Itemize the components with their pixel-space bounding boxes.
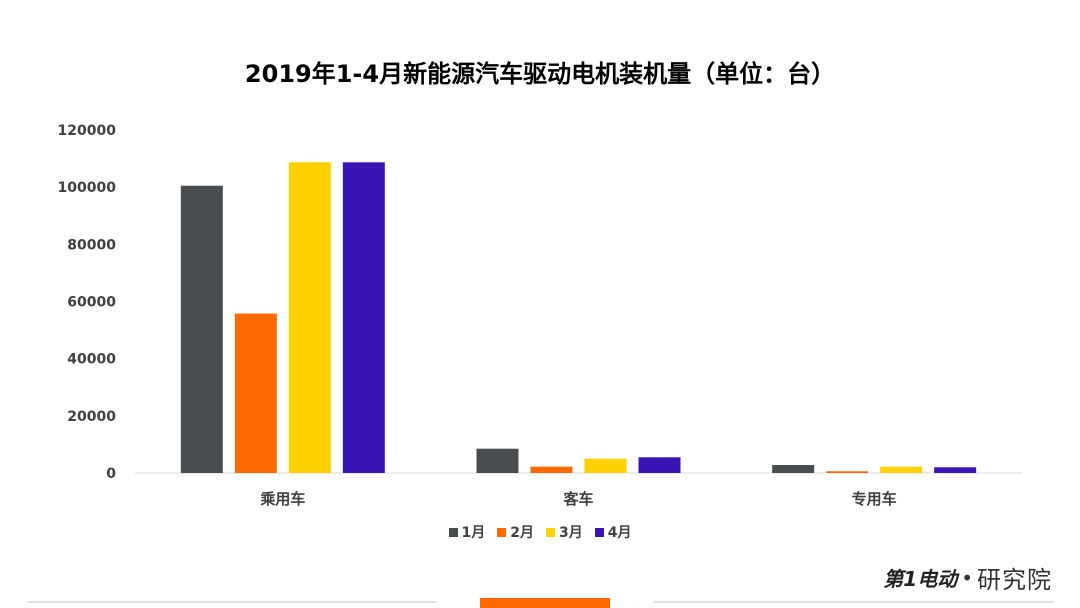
y-tick-label: 0 [106, 466, 116, 482]
bar-2-3 [584, 458, 627, 473]
legend-item: 4月 [594, 522, 632, 542]
x-axis-labels: 乘用车 客车 专用车 [259, 490, 896, 508]
x-category-label: 客车 [562, 490, 593, 508]
legend: 1月 2月 3月 4月 [0, 522, 1080, 542]
y-tick-label: 120000 [58, 123, 117, 139]
y-tick-label: 100000 [58, 180, 117, 196]
bar-1-4 [342, 162, 385, 473]
y-tick-label: 20000 [67, 409, 116, 425]
bar-1-1 [180, 185, 223, 474]
bar-2-2 [530, 466, 573, 473]
legend-item: 3月 [546, 522, 583, 542]
chart-title: 2019年1-4月新能源汽车驱动电机装机量（单位：台） [244, 60, 836, 88]
legend-label: 2月 [510, 525, 534, 541]
legend-swatch [594, 527, 604, 537]
bar-2-1 [476, 448, 519, 473]
legend-label: 1月 [461, 525, 486, 541]
brand-logo: 第1电动 • 研究院 [883, 560, 1052, 595]
legend-label: 3月 [559, 525, 583, 541]
legend-swatch [546, 527, 555, 537]
legend-item: 1月 [448, 522, 486, 542]
y-axis: 0 20000 40000 60000 80000 100000 120000 [58, 123, 117, 482]
legend-swatch [448, 527, 458, 537]
y-tick-label: 40000 [67, 352, 116, 368]
bar-chart: 0 20000 40000 60000 80000 100000 120000 乘用车 客车 专… [58, 123, 1022, 508]
bar-1-3 [288, 162, 331, 473]
bar-1-2 [234, 313, 277, 473]
footer-accent-tab [480, 598, 610, 608]
footer-divider-left [28, 601, 436, 603]
footer-divider-right [654, 601, 1054, 603]
legend-label: 4月 [607, 525, 632, 541]
bar-3-3 [880, 466, 923, 473]
bar-3-2 [826, 471, 869, 473]
bar-3-4 [934, 467, 977, 473]
x-category-label: 乘用车 [259, 490, 305, 508]
brand-name: 研究院 [977, 566, 1052, 594]
x-category-label: 专用车 [852, 490, 897, 508]
brand-separator: • [961, 565, 973, 590]
brand-mark-text: 第1电动 [883, 567, 958, 591]
y-tick-label: 80000 [67, 237, 116, 253]
legend-swatch [497, 527, 507, 537]
y-tick-label: 60000 [67, 295, 116, 311]
bar-3-1 [772, 464, 815, 473]
legend-item: 2月 [497, 522, 534, 542]
bar-2-4 [638, 457, 681, 473]
bars [180, 162, 977, 474]
